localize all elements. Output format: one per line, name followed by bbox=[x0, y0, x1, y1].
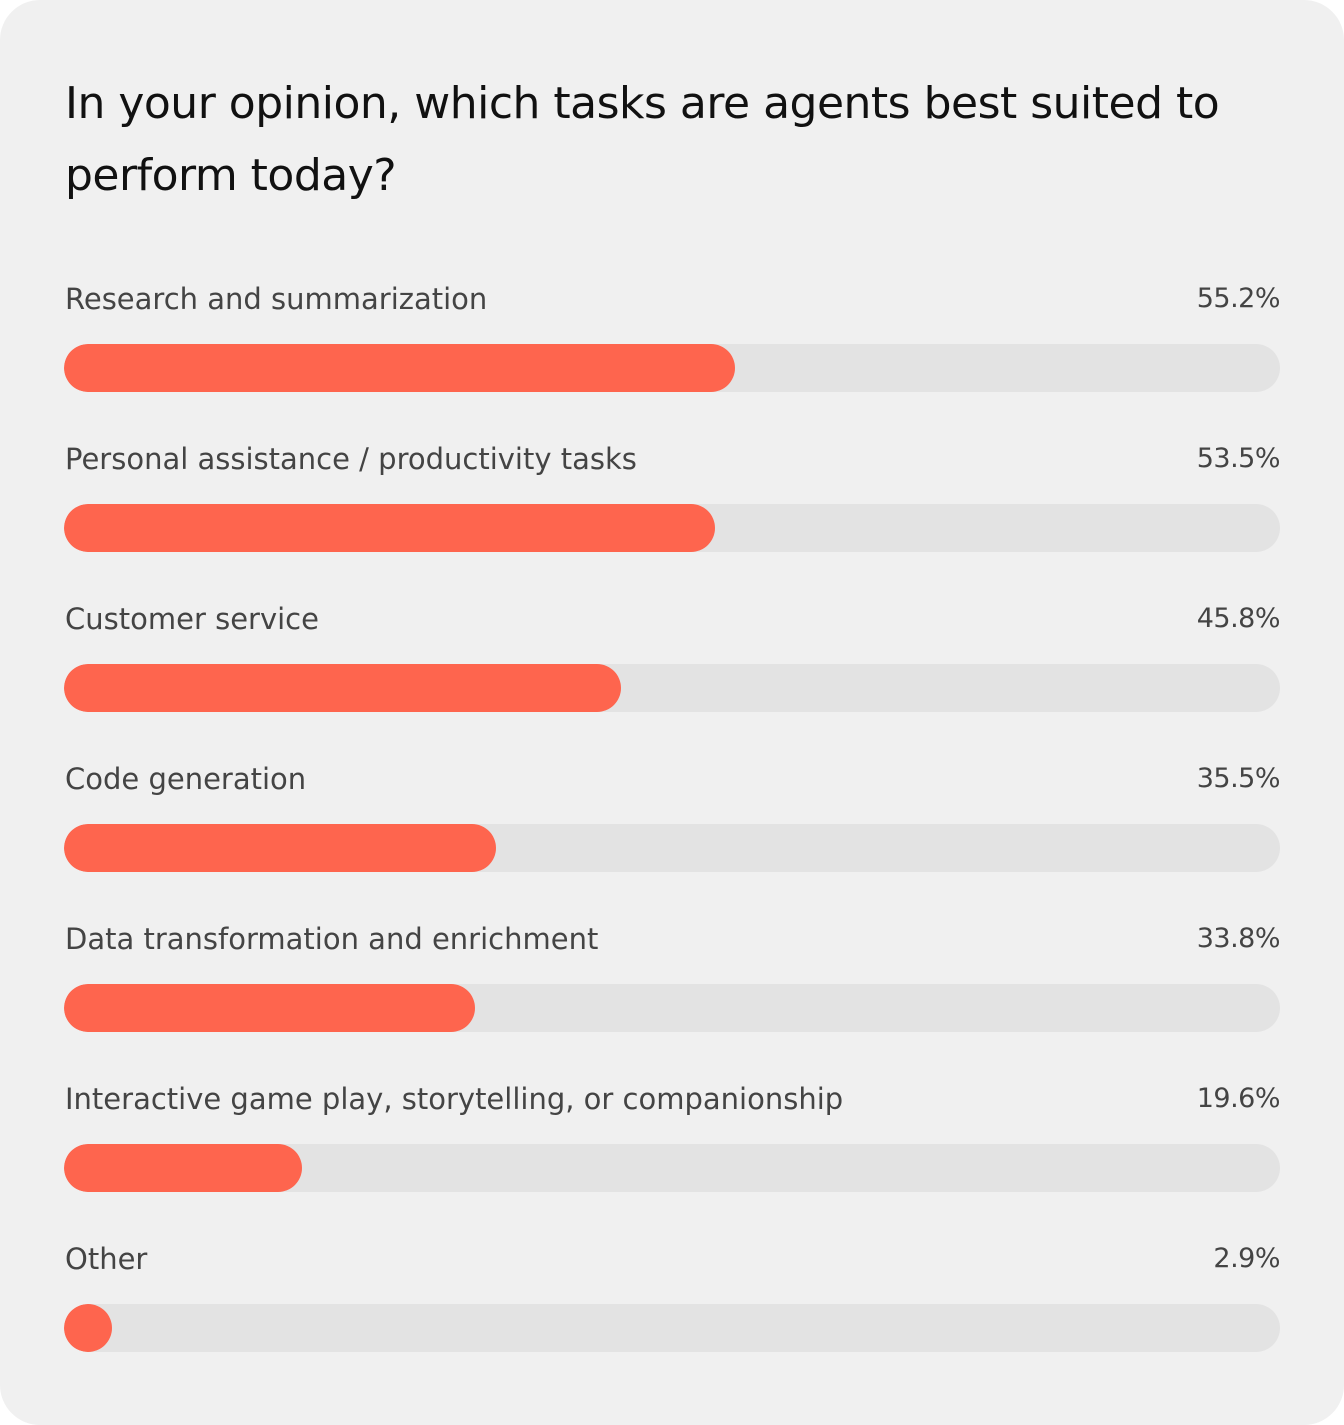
bar-track bbox=[64, 504, 1280, 552]
bar-fill bbox=[64, 664, 621, 712]
bar-fill bbox=[64, 504, 715, 552]
bar-row: Data transformation and enrichment 33.8% bbox=[64, 921, 1281, 1032]
bar-value-label: 45.8% bbox=[1196, 603, 1281, 634]
bar-track bbox=[64, 824, 1280, 872]
bar-track bbox=[64, 344, 1280, 392]
bar-row: Personal assistance / productivity tasks… bbox=[64, 441, 1281, 552]
bar-fill bbox=[64, 984, 475, 1032]
bar-row: Research and summarization 55.2% bbox=[64, 281, 1281, 392]
chart-title: In your opinion, which tasks are agents … bbox=[65, 78, 1220, 201]
bar-track bbox=[64, 984, 1280, 1032]
bar-label: Other bbox=[65, 1242, 148, 1276]
bar-value-label: 2.9% bbox=[1213, 1243, 1280, 1274]
bar-label: Data transformation and enrichment bbox=[65, 922, 599, 956]
bar-row: Customer service 45.8% bbox=[64, 601, 1281, 712]
bar-value-label: 35.5% bbox=[1196, 763, 1281, 794]
bar-track bbox=[64, 1144, 1280, 1192]
bar-label: Customer service bbox=[65, 602, 319, 636]
bar-row: Code generation 35.5% bbox=[64, 761, 1281, 872]
bar-track bbox=[64, 1304, 1280, 1352]
bar-fill bbox=[64, 824, 496, 872]
bar-label: Code generation bbox=[65, 762, 307, 796]
bar-label: Personal assistance / productivity tasks bbox=[65, 442, 637, 476]
bar-value-label: 33.8% bbox=[1196, 923, 1281, 954]
bar-fill bbox=[64, 1304, 112, 1352]
bar-value-label: 53.5% bbox=[1196, 443, 1281, 474]
bar-value-label: 19.6% bbox=[1196, 1083, 1281, 1114]
bar-label: Interactive game play, storytelling, or … bbox=[65, 1082, 844, 1116]
bar-row: Interactive game play, storytelling, or … bbox=[64, 1081, 1281, 1192]
bar-label: Research and summarization bbox=[65, 282, 488, 316]
bar-row: Other 2.9% bbox=[64, 1241, 1280, 1352]
bar-track bbox=[64, 664, 1280, 712]
bar-fill bbox=[64, 344, 735, 392]
bar-fill bbox=[64, 1144, 302, 1192]
bar-value-label: 55.2% bbox=[1196, 283, 1281, 314]
